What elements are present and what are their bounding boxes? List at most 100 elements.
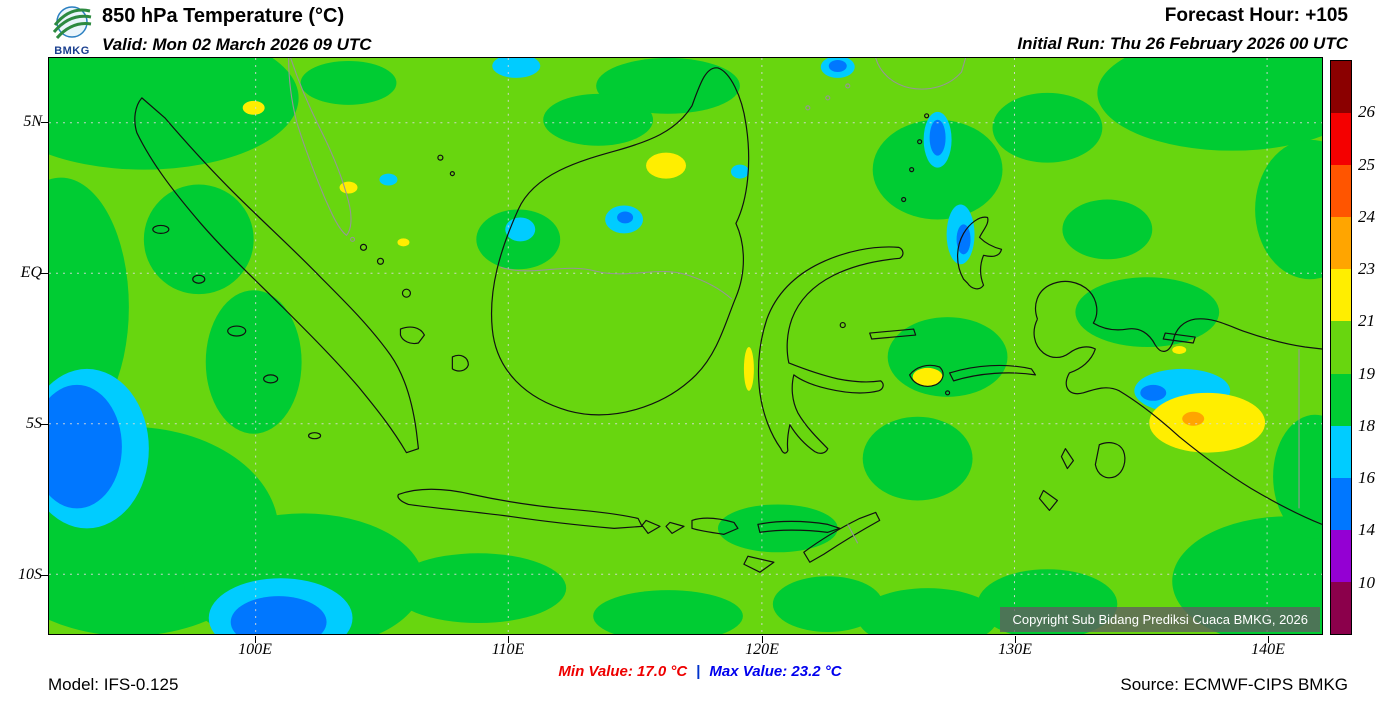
colorbar-band [1331, 321, 1351, 374]
temperature-field [49, 58, 1322, 634]
island-sulawesi [757, 246, 904, 454]
lon-tick [762, 636, 763, 643]
island-flores [757, 520, 841, 533]
colorbar-band [1331, 425, 1351, 478]
legend-label: 23 [1358, 259, 1375, 279]
bmkg-logo-icon [52, 6, 92, 40]
run-info-block: Forecast Hour: +105 Initial Run: Thu 26 … [1017, 5, 1348, 54]
colorbar [1330, 60, 1352, 635]
model-label: Model: IFS-0.125 [48, 675, 179, 694]
island-lingga [401, 288, 412, 298]
lat-tick [41, 575, 48, 576]
mindanao [875, 58, 967, 90]
colorbar-band [1331, 269, 1351, 322]
islands-aru [1094, 442, 1126, 479]
island-sangihe-2 [909, 167, 915, 173]
islands-kai [1060, 448, 1074, 470]
lat-tick [41, 273, 48, 274]
sulu-3 [805, 105, 811, 111]
legend-label: 18 [1358, 415, 1375, 435]
colorbar-band [1331, 373, 1351, 426]
island-natuna [437, 154, 444, 161]
initial-run: Initial Run: Thu 26 February 2026 00 UTC [1017, 34, 1348, 53]
lat-label-10s: 10S [18, 566, 42, 583]
lon-label-140e: 140E [1251, 641, 1285, 658]
borneo-malaysia-border [500, 266, 733, 300]
lon-tick [255, 636, 256, 643]
legend-label: 21 [1358, 311, 1375, 331]
min-value: Min Value: 17.0 °C [558, 663, 688, 680]
colorbar-band [1331, 581, 1351, 635]
legend-label: 26 [1358, 102, 1375, 122]
lat-tick [41, 424, 48, 425]
island-sumatra [134, 97, 420, 454]
legend-label: 25 [1358, 154, 1375, 174]
colorbar-band [1331, 165, 1351, 218]
sulu-1 [845, 83, 851, 89]
island-bali [641, 519, 661, 534]
colorbar-band [1331, 61, 1351, 114]
coastlines-foreign [288, 58, 1300, 544]
island-yapen [1162, 332, 1196, 344]
island-java [397, 488, 643, 529]
island-sangihe-3 [917, 139, 923, 145]
bmkg-logo: BMKG [46, 1, 98, 57]
island-belitung [451, 354, 469, 372]
lon-label-100e: 100E [238, 641, 272, 658]
lat-label-5n: 5N [23, 113, 42, 130]
island-papua-south-coast [1033, 318, 1322, 525]
island-buru [909, 364, 944, 387]
source-label: Source: ECMWF-CIPS BMKG [1120, 675, 1348, 694]
lat-label-eq: EQ [20, 264, 42, 281]
lon-label-130e: 130E [998, 641, 1032, 658]
legend-label: 10 [1358, 572, 1375, 592]
legend-label: 16 [1358, 468, 1375, 488]
legend-label: 14 [1358, 520, 1375, 540]
island-sangihe-4 [924, 113, 930, 119]
lon-label-110e: 110E [491, 641, 525, 658]
map-svg [49, 58, 1322, 634]
minmax-values: Min Value: 17.0 °C | Max Value: 23.2 °C [0, 663, 1400, 680]
island-timor [803, 511, 881, 563]
island-sumba [743, 555, 775, 573]
title-block: 850 hPa Temperature (°C) Valid: Mon 02 M… [102, 5, 372, 55]
colorbar-band [1331, 217, 1351, 270]
island-riau [359, 243, 368, 251]
islands-sula [869, 328, 917, 340]
island-lombok [665, 521, 685, 534]
forecast-hour: Forecast Hour: +105 [1164, 5, 1348, 26]
lat-label-5s: 5S [26, 415, 42, 432]
island-papua-north-coast [1034, 280, 1322, 352]
colorbar-band [1331, 113, 1351, 166]
legend-label: 24 [1358, 206, 1375, 226]
islands-tanimbar [1038, 489, 1059, 512]
lon-label-120e: 120E [745, 641, 779, 658]
coastlines-indonesia [134, 67, 1322, 573]
colorbar-band [1331, 477, 1351, 530]
island-pagai [263, 374, 279, 384]
max-value: Max Value: 23.2 °C [709, 663, 842, 680]
legend-labels: 26 25 24 23 21 19 18 16 14 10 [1358, 60, 1398, 635]
lon-tick [508, 636, 509, 643]
lon-tick [1015, 636, 1016, 643]
island-nias [152, 224, 170, 234]
lat-tick [41, 122, 48, 123]
legend-label: 19 [1358, 363, 1375, 383]
island-borneo [490, 67, 750, 416]
minmax-separator: | [696, 663, 701, 680]
island-natuna-2 [449, 171, 455, 177]
sulu-2 [825, 95, 831, 101]
copyright-overlay: Copyright Sub Bidang Prediksi Cuaca BMKG… [1000, 607, 1320, 632]
valid-time: Valid: Mon 02 March 2026 09 UTC [102, 35, 372, 54]
malay-peninsula [288, 58, 352, 236]
page-title: 850 hPa Temperature (°C) [102, 5, 345, 27]
lon-tick [1268, 636, 1269, 643]
island-halmahera [956, 216, 1003, 290]
gridlines [49, 58, 1322, 634]
island-sangihe-1 [901, 196, 907, 203]
colorbar-band [1331, 529, 1351, 582]
island-banggai [839, 321, 846, 329]
island-siberut [227, 325, 247, 337]
island-seram [948, 364, 1037, 382]
